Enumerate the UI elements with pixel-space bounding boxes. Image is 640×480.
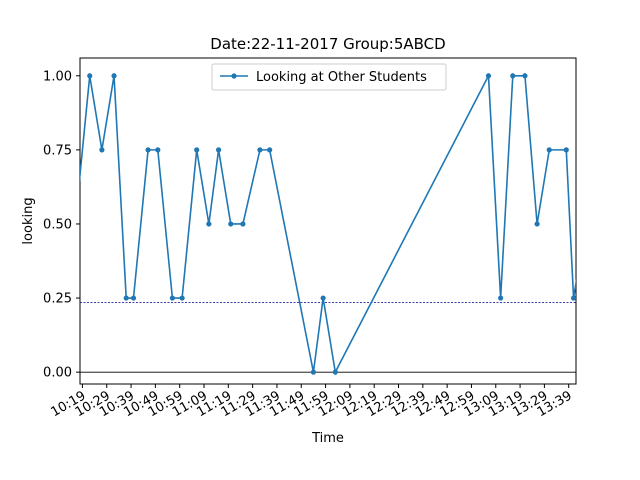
data-point [206,221,212,227]
data-point [179,295,185,301]
y-axis: 0.00 0.25 0.50 0.75 1.00 [43,69,80,381]
data-point [310,369,317,375]
series-line [80,74,576,373]
data-point [563,147,569,153]
legend-box [211,63,447,91]
data-point [320,295,326,301]
data-point [169,295,175,301]
y-tick-label: 0.50 [43,217,72,232]
data-point [570,295,576,301]
data-point [155,147,161,153]
y-tick-label: 0.00 [43,366,72,381]
data-point [215,147,222,153]
series-layer [80,73,588,375]
data-point [546,147,552,153]
chart-title: Date:22-11-2017 Group:5ABCD [210,35,445,53]
data-point [332,369,338,375]
data-point [240,221,246,227]
data-point [123,295,129,301]
plot-area-frame [79,57,577,385]
data-point [498,295,504,301]
data-point [267,147,273,153]
data-point [534,221,540,227]
y-axis-label: looking [21,197,36,244]
y-tick-label: 0.75 [43,143,72,158]
x-axis: 10:1910:2910:3910:4910:5911:0911:1911:29… [48,384,575,420]
series-clip-group [80,73,588,375]
data-point [228,221,234,227]
x-axis-label: Time [311,431,344,446]
legend-marker-swatch [231,73,237,79]
data-point [130,295,137,301]
reference-lines [80,302,576,373]
data-point [87,73,93,79]
data-point [510,73,516,79]
data-point [522,73,528,79]
data-point [485,73,492,79]
legend-label: Looking at Other Students [256,70,427,85]
data-point [111,73,117,79]
data-point [257,147,263,153]
data-point [194,147,200,153]
legend: Looking at Other Students [211,63,447,91]
data-point [145,147,151,153]
data-point [583,221,588,226]
data-point [99,147,105,153]
y-tick-label: 0.25 [43,292,72,307]
y-tick-label: 1.00 [43,69,72,84]
